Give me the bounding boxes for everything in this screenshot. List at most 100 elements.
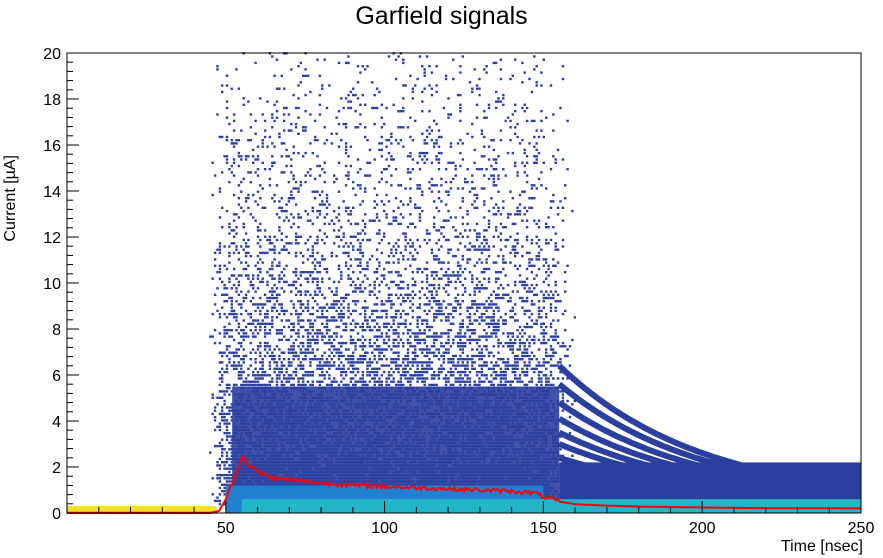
heatmap-cell <box>337 341 341 345</box>
heatmap-cell <box>225 425 229 428</box>
heatmap-cell <box>323 203 326 206</box>
heatmap-cell <box>290 158 293 161</box>
heatmap-cell <box>242 354 245 358</box>
heatmap-cell <box>392 358 395 361</box>
heatmap-cell <box>318 383 322 387</box>
heatmap-cell <box>330 341 333 345</box>
heatmap-cell <box>433 258 436 261</box>
heatmap-cell <box>397 222 400 226</box>
heatmap-cell <box>225 473 229 477</box>
heatmap-cell <box>306 348 310 351</box>
heatmap-cell <box>435 293 438 296</box>
heatmap-cell <box>421 65 424 68</box>
heatmap-cell <box>249 364 252 367</box>
heatmap-cell <box>361 93 364 97</box>
heatmap-cell <box>261 280 264 284</box>
heatmap-cell <box>373 325 376 329</box>
heatmap-cell <box>394 139 398 142</box>
heatmap-cell <box>406 358 410 361</box>
heatmap-cell <box>275 116 279 119</box>
heatmap-cell <box>428 335 431 338</box>
heatmap-cell <box>318 164 322 168</box>
heatmap-cell <box>309 254 312 258</box>
heatmap-cell <box>416 335 419 338</box>
heatmap-cell <box>378 290 381 293</box>
heatmap-cell <box>397 309 400 313</box>
heatmap-cell <box>225 412 229 416</box>
heatmap-cell <box>359 354 362 358</box>
heatmap-cell <box>378 329 381 332</box>
heatmap-cell <box>425 335 429 338</box>
heatmap-cell <box>244 267 248 271</box>
heatmap-cell <box>392 319 395 322</box>
heatmap-cell <box>304 126 307 129</box>
heatmap-cell <box>435 242 438 245</box>
heatmap-cell <box>387 370 391 374</box>
heatmap-cell <box>230 438 233 441</box>
heatmap-cell <box>280 370 283 374</box>
heatmap-cell <box>344 374 348 377</box>
heatmap-cell <box>428 309 431 313</box>
heatmap-cell <box>344 370 348 374</box>
heatmap-cell <box>397 364 400 367</box>
heatmap-cell <box>392 370 395 374</box>
heatmap-cell <box>411 296 414 300</box>
heatmap-cell <box>318 361 322 364</box>
heatmap-cell <box>256 277 260 280</box>
heatmap-cell <box>402 280 405 284</box>
heatmap-cell <box>232 316 236 319</box>
heatmap-cell <box>399 364 403 367</box>
heatmap-cell <box>316 309 319 313</box>
heatmap-cell <box>313 258 317 261</box>
heatmap-cell <box>423 377 426 380</box>
heatmap-cell <box>223 432 226 435</box>
heatmap-cell <box>242 238 245 242</box>
heatmap-cell <box>371 254 374 258</box>
heatmap-cell <box>278 367 281 370</box>
heatmap-cell <box>252 348 255 351</box>
heatmap-cell <box>371 361 374 364</box>
heatmap-cell <box>347 358 350 361</box>
heatmap-cell <box>435 84 438 87</box>
heatmap-cell <box>232 354 236 358</box>
heatmap-cell <box>354 193 357 197</box>
heatmap-cell <box>287 374 291 377</box>
heatmap-cell <box>228 245 231 248</box>
heatmap-cell <box>406 296 410 300</box>
heatmap-cell <box>430 306 434 309</box>
heatmap-cell <box>309 351 312 354</box>
heatmap-cell <box>221 280 224 284</box>
heatmap-cell <box>368 161 372 164</box>
heatmap-cell <box>283 351 286 354</box>
heatmap-cell <box>323 306 326 309</box>
heatmap-cell <box>373 348 376 351</box>
heatmap-cell <box>211 335 214 338</box>
heatmap-cell <box>287 348 291 351</box>
heatmap-cell <box>259 229 262 232</box>
heatmap-cell <box>213 174 217 177</box>
heatmap-cell <box>299 216 302 219</box>
heatmap-cell <box>216 248 219 251</box>
heatmap-cell <box>325 193 329 197</box>
heatmap-cell <box>335 235 338 238</box>
heatmap-cell <box>378 325 381 329</box>
heatmap-cell <box>423 139 426 142</box>
heatmap-cell <box>356 380 360 383</box>
heatmap-cell <box>285 148 288 152</box>
heatmap-cell <box>230 451 233 454</box>
heatmap-cell <box>352 361 355 364</box>
heatmap-cell <box>242 222 245 226</box>
heatmap-cell <box>356 65 360 68</box>
heatmap-cell <box>406 283 410 287</box>
heatmap-cell <box>340 367 343 370</box>
heatmap-cell <box>304 354 307 358</box>
heatmap-cell <box>302 383 305 387</box>
heatmap-cell <box>375 338 379 342</box>
heatmap-cell <box>304 129 307 132</box>
heatmap-cell <box>292 151 295 155</box>
heatmap-cell <box>366 65 369 68</box>
heatmap-cell <box>390 135 393 139</box>
heatmap-cell <box>268 238 272 242</box>
heatmap-cell <box>378 232 381 235</box>
heatmap-cell <box>385 322 388 325</box>
